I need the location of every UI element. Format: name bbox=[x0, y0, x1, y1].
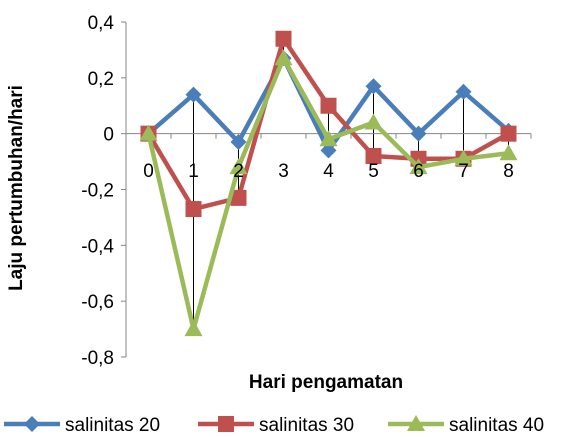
legend-label: salinitas 20 bbox=[65, 415, 160, 436]
legend-item: salinitas 30 bbox=[198, 415, 354, 436]
x-axis-title: Hari pengamatan bbox=[249, 372, 403, 393]
data-point bbox=[230, 189, 247, 206]
legend-marker bbox=[218, 416, 234, 432]
series-group bbox=[139, 30, 518, 337]
x-tick-label: 2 bbox=[233, 161, 244, 182]
legend-marker bbox=[407, 415, 425, 431]
legend-item: salinitas 40 bbox=[388, 415, 544, 436]
y-tick-label: 0 bbox=[103, 125, 114, 146]
data-point bbox=[185, 201, 202, 218]
legend-label: salinitas 30 bbox=[259, 415, 354, 436]
data-point bbox=[274, 49, 293, 66]
data-point bbox=[320, 142, 337, 159]
legend-marker bbox=[24, 416, 40, 432]
data-point bbox=[275, 30, 292, 47]
data-point bbox=[230, 134, 247, 151]
data-point bbox=[229, 158, 248, 175]
legend: salinitas 20 salinitas 30 salinitas 40 bbox=[4, 415, 544, 436]
y-tick-label: -0,4 bbox=[81, 236, 114, 257]
y-axis-title: Laju pertumbuhan/hari bbox=[6, 85, 27, 291]
y-tick-label: -0,6 bbox=[81, 292, 114, 313]
data-point bbox=[184, 320, 203, 337]
series-2 bbox=[140, 30, 517, 218]
x-tick-label: 4 bbox=[323, 161, 334, 182]
y-tick-label: -0,8 bbox=[81, 348, 114, 369]
series-3 bbox=[139, 49, 518, 337]
data-point bbox=[320, 97, 337, 114]
y-tick-label: -0,2 bbox=[81, 181, 114, 202]
data-point bbox=[499, 144, 518, 161]
x-tick-label: 5 bbox=[368, 161, 379, 182]
data-point bbox=[454, 149, 473, 166]
y-tick-label: 0,2 bbox=[88, 69, 114, 90]
legend-label: salinitas 40 bbox=[449, 415, 544, 436]
data-point bbox=[500, 125, 517, 142]
y-axis-ticks: 0,4 0,2 0 -0,2 -0,4 -0,6 -0,8 bbox=[81, 13, 126, 369]
data-point bbox=[455, 83, 472, 100]
legend-item: salinitas 20 bbox=[4, 415, 160, 436]
data-point bbox=[365, 78, 382, 95]
data-point bbox=[410, 125, 427, 142]
data-point bbox=[365, 148, 382, 164]
y-tick-label: 0,4 bbox=[88, 13, 115, 34]
x-tick-labels: 0 1 2 3 4 5 6 7 8 bbox=[143, 161, 514, 182]
x-tick-label: 8 bbox=[503, 161, 514, 182]
x-tick-label: 1 bbox=[188, 161, 199, 182]
data-point bbox=[364, 113, 383, 130]
x-tick-label: 0 bbox=[143, 161, 154, 182]
data-point bbox=[409, 158, 428, 175]
data-point bbox=[185, 86, 202, 103]
x-tick-label: 3 bbox=[278, 161, 289, 182]
x-tick-label: 6 bbox=[413, 161, 424, 182]
data-point bbox=[139, 124, 158, 141]
data-point bbox=[319, 130, 338, 147]
x-tick-label: 7 bbox=[458, 161, 469, 182]
